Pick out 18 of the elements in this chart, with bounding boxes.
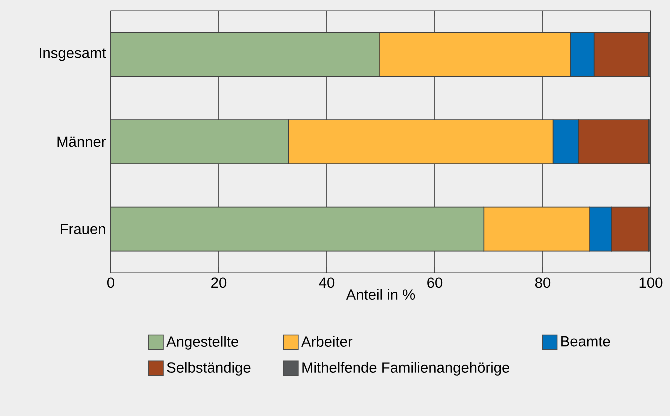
x-tick-label: 60 [428, 278, 443, 288]
x-tick-label: 100 [640, 278, 663, 288]
y-tick-label: Frauen [61, 224, 106, 234]
legend-label: Mithelfende Familienangehörige [302, 362, 510, 376]
legend-label: Beamte [562, 336, 610, 347]
legend-label: Angestellte [166, 336, 238, 350]
y-tick-label: Insgesamt [40, 48, 106, 62]
x-tick-label: 40 [319, 278, 335, 288]
x-tick-label: 80 [535, 278, 551, 288]
bar [111, 32, 380, 78]
bar [111, 206, 485, 252]
x-tick-label: 0 [107, 278, 114, 288]
y-tick-label: Männer [58, 136, 106, 148]
x-tick-label: 20 [212, 278, 227, 288]
bar [111, 120, 290, 164]
legend-label: Arbeiter [302, 336, 353, 348]
x-axis-title: Anteil in % [346, 289, 416, 300]
legend-label: Selbständige [167, 362, 251, 376]
